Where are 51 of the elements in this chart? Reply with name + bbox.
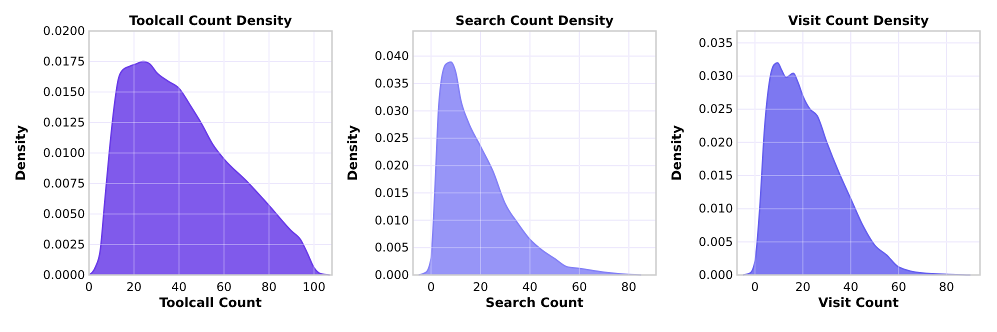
y-tick-label: 0.030 bbox=[374, 104, 409, 118]
y-tick-label: 0.0075 bbox=[43, 176, 85, 190]
y-tick-label: 0.0175 bbox=[43, 54, 85, 68]
y-tick-label: 0.0000 bbox=[43, 268, 85, 282]
x-tick-label: 20 bbox=[126, 280, 142, 294]
y-tick-label: 0.005 bbox=[374, 240, 409, 255]
y-tick-label: 0.000 bbox=[374, 268, 409, 282]
y-tick-label: 0.040 bbox=[374, 49, 409, 64]
x-tick-label: 60 bbox=[890, 280, 906, 294]
y-tick-label: 0.025 bbox=[698, 102, 733, 116]
y-tick-label: 0.0150 bbox=[43, 85, 85, 99]
chart-title: Visit Count Density bbox=[788, 14, 930, 29]
y-tick-label: 0.020 bbox=[698, 135, 733, 150]
y-tick-label: 0.010 bbox=[698, 202, 733, 216]
x-axis-title: Visit Count bbox=[818, 296, 899, 311]
y-tick-label: 0.030 bbox=[698, 69, 733, 84]
y-tick-label: 0.035 bbox=[374, 76, 409, 91]
y-tick-label: 0.015 bbox=[698, 168, 733, 183]
x-tick-label: 20 bbox=[795, 280, 810, 294]
y-tick-label: 0.0100 bbox=[43, 146, 85, 160]
x-tick-label: 0 bbox=[85, 280, 93, 294]
y-tick-label: 0.015 bbox=[374, 186, 409, 200]
y-tick-label: 0.0200 bbox=[43, 24, 85, 38]
y-tick-label: 0.010 bbox=[374, 213, 409, 228]
x-tick-label: 60 bbox=[216, 280, 232, 294]
x-tick-label: 80 bbox=[261, 280, 277, 294]
y-tick-label: 0.0050 bbox=[43, 207, 85, 221]
chart-title: Search Count Density bbox=[455, 14, 614, 29]
x-tick-label: 60 bbox=[572, 280, 588, 294]
y-axis-title: Density bbox=[14, 124, 29, 181]
x-tick-label: 80 bbox=[621, 280, 636, 294]
x-tick-label: 40 bbox=[522, 280, 538, 294]
y-tick-label: 0.005 bbox=[698, 234, 733, 249]
y-axis-title: Density bbox=[670, 124, 685, 181]
x-tick-label: 0 bbox=[427, 280, 435, 294]
y-axis-title: Density bbox=[346, 124, 361, 181]
x-tick-label: 100 bbox=[302, 280, 326, 294]
x-tick-label: 40 bbox=[171, 280, 187, 294]
y-tick-label: 0.000 bbox=[698, 268, 733, 282]
y-tick-label: 0.0125 bbox=[43, 116, 85, 130]
y-tick-label: 0.0025 bbox=[43, 238, 85, 252]
x-tick-label: 40 bbox=[843, 280, 858, 294]
y-tick-label: 0.035 bbox=[698, 36, 733, 50]
y-tick-label: 0.020 bbox=[374, 158, 409, 173]
x-tick-label: 20 bbox=[472, 280, 488, 294]
chart-title: Toolcall Count Density bbox=[129, 14, 292, 29]
x-tick-label: 80 bbox=[938, 280, 954, 294]
y-tick-label: 0.025 bbox=[374, 131, 409, 146]
x-axis-title: Toolcall Count bbox=[159, 296, 262, 311]
x-axis-title: Search Count bbox=[485, 296, 584, 311]
x-tick-label: 0 bbox=[751, 280, 759, 294]
